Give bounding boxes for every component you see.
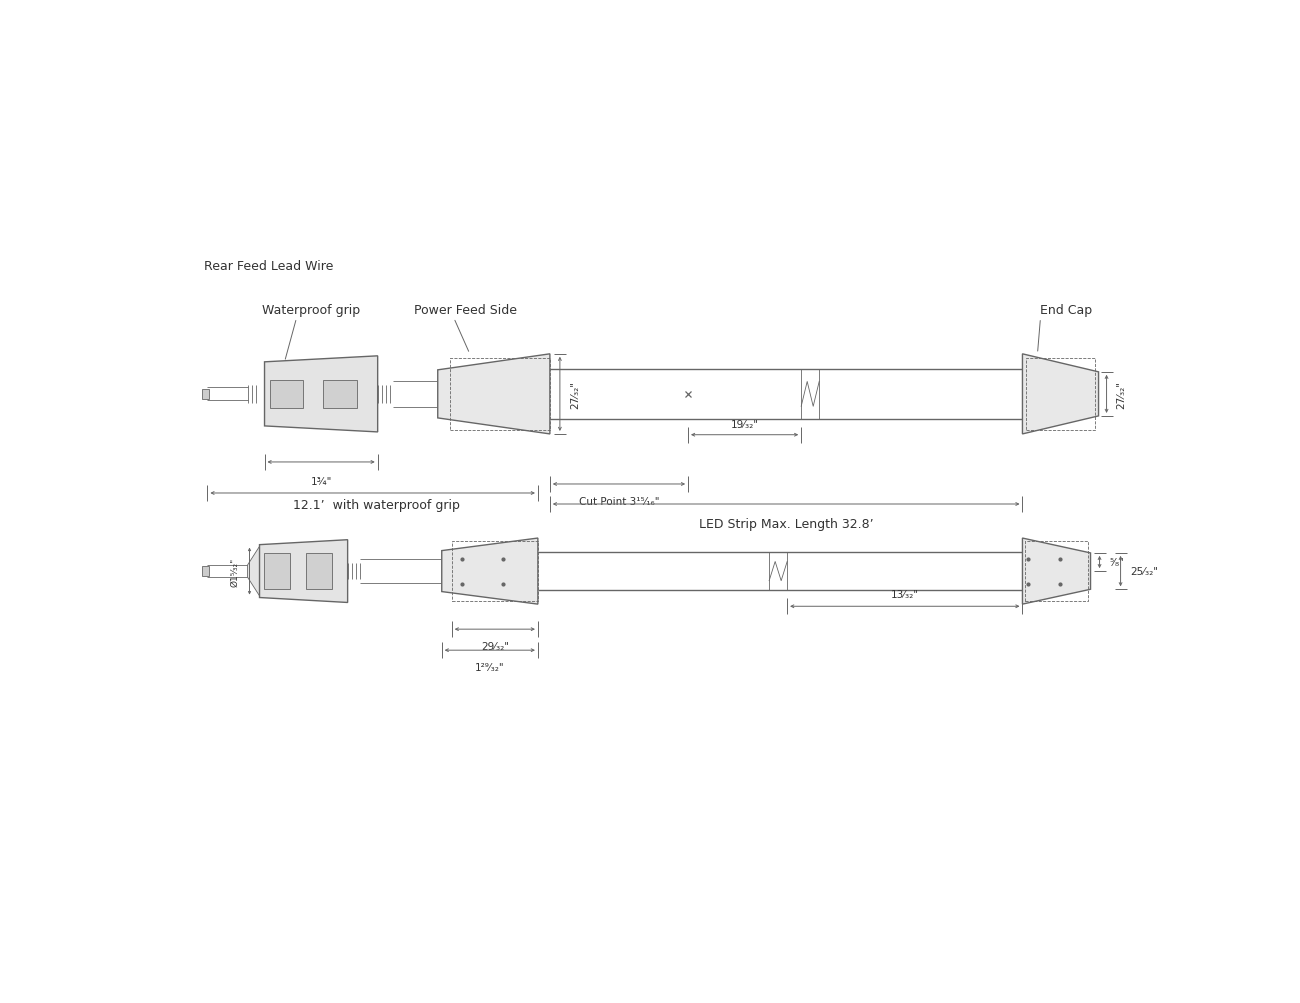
Text: Rear Feed Lead Wire: Rear Feed Lead Wire	[204, 260, 334, 273]
Polygon shape	[260, 541, 347, 603]
Polygon shape	[264, 356, 378, 432]
Bar	[450, 358, 550, 430]
Polygon shape	[1023, 539, 1091, 605]
Bar	[324, 380, 356, 408]
Polygon shape	[442, 539, 538, 605]
Bar	[269, 380, 303, 408]
Text: LED Strip Max. Length 32.8’: LED Strip Max. Length 32.8’	[699, 518, 874, 531]
Bar	[203, 567, 209, 577]
Bar	[452, 542, 538, 602]
Text: 25⁄₃₂": 25⁄₃₂"	[1131, 567, 1158, 577]
Bar	[264, 554, 290, 590]
Text: 13⁄₃₂": 13⁄₃₂"	[891, 590, 919, 600]
Text: Cut Point 3¹⁵⁄₁₆": Cut Point 3¹⁵⁄₁₆"	[578, 496, 659, 507]
Polygon shape	[438, 354, 550, 434]
Text: 27⁄₃₂": 27⁄₃₂"	[569, 380, 580, 408]
Bar	[1027, 358, 1095, 430]
Text: End Cap: End Cap	[1040, 304, 1092, 317]
Polygon shape	[1023, 354, 1098, 434]
Text: Power Feed Side: Power Feed Side	[413, 304, 516, 317]
Text: 1¾": 1¾"	[311, 476, 332, 486]
Text: ⁵⁄₈": ⁵⁄₈"	[1110, 558, 1124, 568]
Bar	[203, 389, 209, 399]
Text: 19⁄₃₂": 19⁄₃₂"	[731, 419, 759, 429]
Text: 1²⁹⁄₃₂": 1²⁹⁄₃₂"	[474, 663, 504, 673]
Text: Ø1⁵⁄₃₂": Ø1⁵⁄₃₂"	[230, 557, 239, 586]
Text: 27⁄₃₂": 27⁄₃₂"	[1117, 380, 1127, 408]
Text: 29⁄₃₂": 29⁄₃₂"	[481, 642, 508, 652]
Text: 12.1’  with waterproof grip: 12.1’ with waterproof grip	[292, 498, 459, 512]
Polygon shape	[247, 547, 260, 596]
Bar	[306, 554, 332, 590]
Bar	[1026, 542, 1088, 602]
Text: Waterproof grip: Waterproof grip	[261, 304, 360, 317]
